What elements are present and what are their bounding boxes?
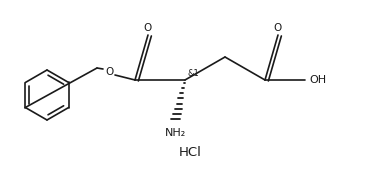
Text: &1: &1 (188, 69, 200, 78)
Text: O: O (143, 23, 151, 33)
Text: O: O (105, 67, 113, 77)
Text: HCl: HCl (179, 147, 201, 160)
Text: OH: OH (309, 75, 326, 85)
Text: NH₂: NH₂ (164, 128, 186, 138)
Text: O: O (273, 23, 281, 33)
